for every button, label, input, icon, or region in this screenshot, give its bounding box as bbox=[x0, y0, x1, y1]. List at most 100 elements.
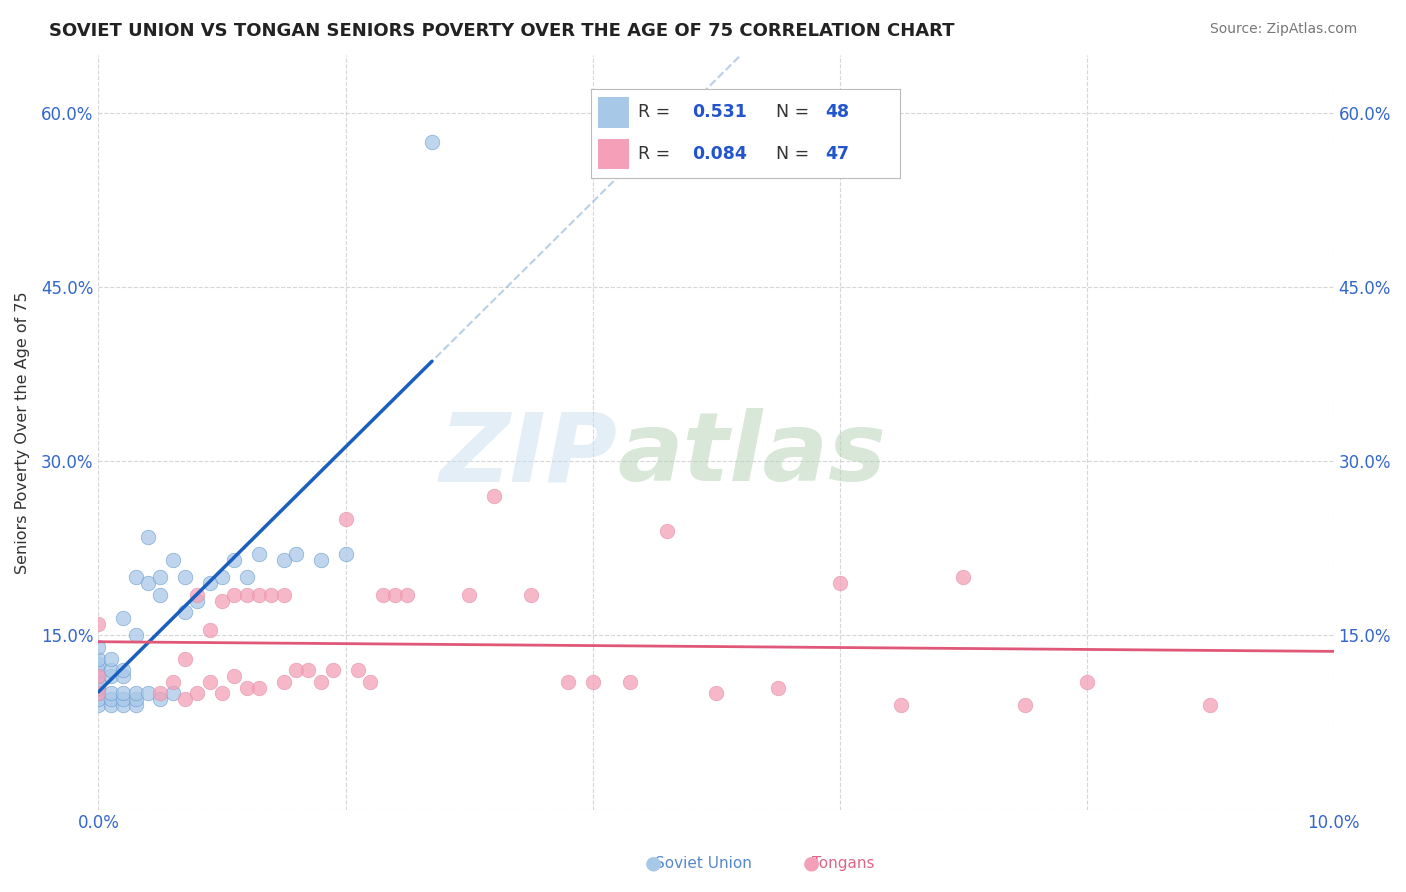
Point bbox=[112, 698, 135, 712]
Point bbox=[100, 663, 122, 677]
Point bbox=[87, 640, 110, 654]
Point bbox=[112, 611, 135, 625]
Point bbox=[100, 686, 122, 700]
Point bbox=[211, 570, 233, 584]
Point bbox=[247, 547, 270, 561]
Point bbox=[371, 588, 394, 602]
Point bbox=[149, 692, 172, 706]
Point bbox=[87, 674, 110, 689]
Point bbox=[297, 663, 319, 677]
Point bbox=[100, 692, 122, 706]
Text: 48: 48 bbox=[825, 103, 849, 121]
Point bbox=[235, 570, 257, 584]
Text: ZIP: ZIP bbox=[439, 409, 617, 501]
Point bbox=[420, 135, 443, 149]
Point bbox=[335, 547, 357, 561]
Point bbox=[87, 669, 110, 683]
Point bbox=[828, 576, 851, 591]
Point bbox=[335, 512, 357, 526]
Text: R =: R = bbox=[638, 145, 676, 163]
Point bbox=[112, 663, 135, 677]
Point bbox=[655, 524, 678, 538]
Point bbox=[211, 686, 233, 700]
Point bbox=[136, 530, 159, 544]
Point bbox=[87, 669, 110, 683]
Point bbox=[482, 489, 505, 503]
Text: SOVIET UNION VS TONGAN SENIORS POVERTY OVER THE AGE OF 75 CORRELATION CHART: SOVIET UNION VS TONGAN SENIORS POVERTY O… bbox=[49, 22, 955, 40]
Point bbox=[186, 593, 208, 607]
Point bbox=[149, 570, 172, 584]
Point bbox=[396, 588, 419, 602]
Point bbox=[235, 588, 257, 602]
Point bbox=[124, 686, 146, 700]
Point bbox=[235, 681, 257, 695]
Point bbox=[100, 669, 122, 683]
Point bbox=[211, 593, 233, 607]
Point bbox=[273, 674, 295, 689]
Point bbox=[87, 651, 110, 665]
Point bbox=[186, 686, 208, 700]
Text: N =: N = bbox=[776, 145, 815, 163]
Point bbox=[247, 588, 270, 602]
Point bbox=[384, 588, 406, 602]
Text: 0.531: 0.531 bbox=[693, 103, 748, 121]
Point bbox=[87, 657, 110, 672]
Point bbox=[260, 588, 283, 602]
Point bbox=[322, 663, 344, 677]
Point bbox=[87, 698, 110, 712]
Point bbox=[309, 674, 332, 689]
Point bbox=[87, 692, 110, 706]
Point bbox=[247, 681, 270, 695]
Y-axis label: Seniors Poverty Over the Age of 75: Seniors Poverty Over the Age of 75 bbox=[15, 291, 30, 574]
Point bbox=[112, 692, 135, 706]
Point bbox=[309, 553, 332, 567]
Point bbox=[174, 651, 197, 665]
Point bbox=[136, 576, 159, 591]
Text: Soviet Union: Soviet Union bbox=[655, 856, 751, 871]
Point bbox=[581, 674, 603, 689]
Point bbox=[520, 588, 543, 602]
Point bbox=[557, 674, 579, 689]
FancyBboxPatch shape bbox=[599, 139, 630, 169]
Text: Tongans: Tongans bbox=[813, 856, 875, 871]
Point bbox=[149, 686, 172, 700]
Text: ●: ● bbox=[645, 854, 662, 873]
Point bbox=[890, 698, 912, 712]
Point bbox=[1014, 698, 1036, 712]
Text: N =: N = bbox=[776, 103, 815, 121]
Point bbox=[198, 623, 221, 637]
Point bbox=[186, 588, 208, 602]
Text: 0.084: 0.084 bbox=[693, 145, 748, 163]
Point bbox=[704, 686, 727, 700]
Point bbox=[174, 605, 197, 619]
Point bbox=[112, 669, 135, 683]
Point bbox=[285, 547, 308, 561]
Point bbox=[87, 686, 110, 700]
Point bbox=[112, 686, 135, 700]
Point bbox=[87, 616, 110, 631]
Point bbox=[458, 588, 481, 602]
Point bbox=[347, 663, 370, 677]
Text: 47: 47 bbox=[825, 145, 849, 163]
Point bbox=[162, 553, 184, 567]
Text: ●: ● bbox=[803, 854, 820, 873]
Point bbox=[174, 692, 197, 706]
Point bbox=[124, 570, 146, 584]
Point bbox=[87, 686, 110, 700]
Point bbox=[174, 570, 197, 584]
Point bbox=[149, 588, 172, 602]
Point bbox=[100, 651, 122, 665]
Point bbox=[273, 588, 295, 602]
Point bbox=[766, 681, 789, 695]
Text: R =: R = bbox=[638, 103, 676, 121]
Point bbox=[100, 698, 122, 712]
Point bbox=[124, 628, 146, 642]
Point bbox=[224, 669, 246, 683]
Point bbox=[198, 674, 221, 689]
Point bbox=[162, 674, 184, 689]
Point bbox=[273, 553, 295, 567]
Point bbox=[136, 686, 159, 700]
Point bbox=[1199, 698, 1222, 712]
Point bbox=[224, 553, 246, 567]
Point bbox=[224, 588, 246, 602]
